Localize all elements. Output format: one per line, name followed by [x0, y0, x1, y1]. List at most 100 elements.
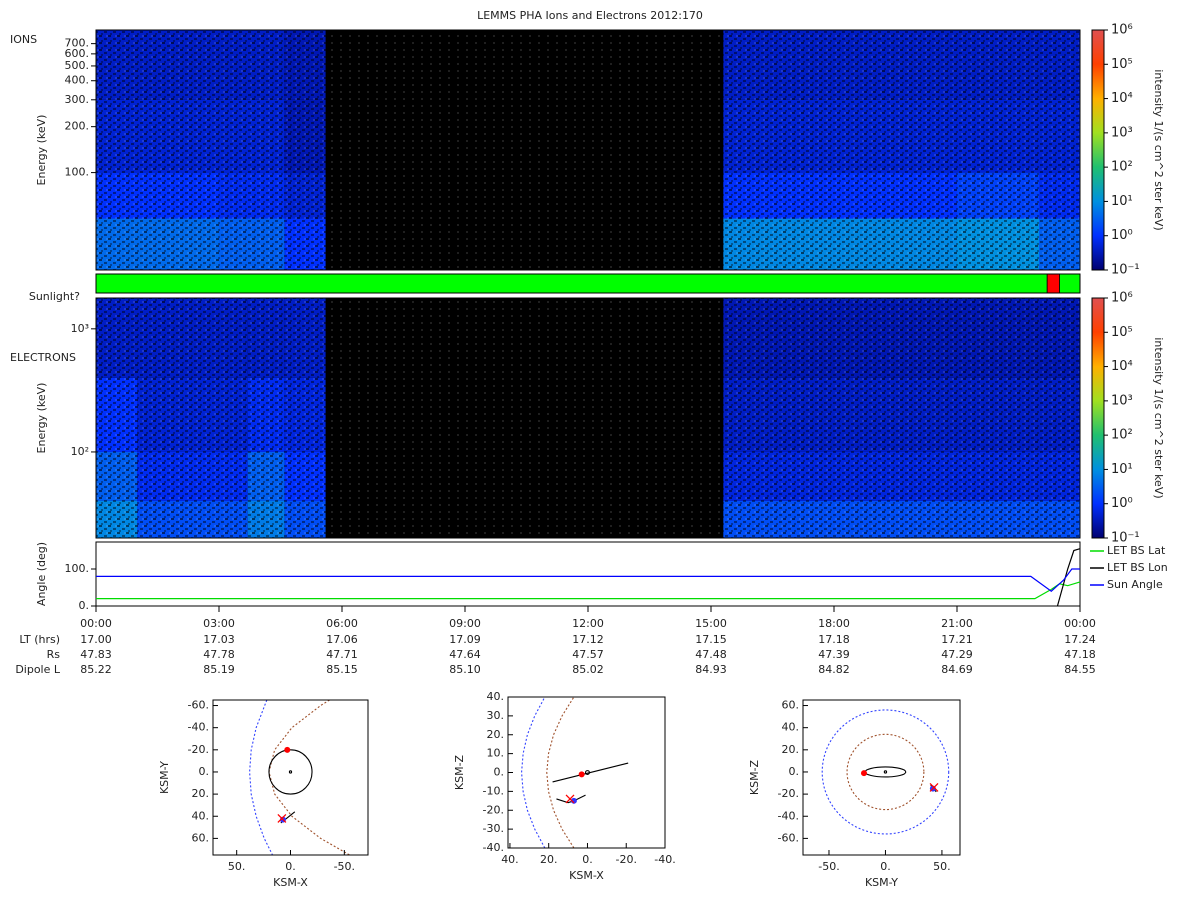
y-tick-label: -40.: [778, 809, 799, 822]
colorbar-tick-label: 10¹: [1111, 194, 1133, 209]
panel-frame: [95, 297, 1081, 539]
y-tick-label: 0.: [789, 765, 800, 778]
ellipse: [883, 770, 888, 774]
colorbar-label: intensity 1/(s cm^2 ster keV): [1152, 69, 1165, 230]
orbit-plot: [249, 700, 350, 855]
x-tick-label: -40.: [654, 853, 675, 866]
y-tick-label: 10³: [71, 322, 89, 335]
position-cross: [565, 794, 575, 804]
curve: [552, 762, 629, 783]
y-tick-label: 200.: [65, 120, 90, 133]
position-dot: [284, 746, 291, 753]
ephemeris-value: 47.48: [695, 648, 727, 661]
legend-label: LET BS Lat: [1107, 544, 1166, 557]
ellipse: [846, 733, 925, 811]
y-tick-label: 500.: [65, 59, 90, 72]
ellipse: [268, 749, 313, 795]
ephemeris-label: Dipole L: [15, 663, 61, 676]
ellipse: [864, 766, 907, 778]
y-tick-label: 10.: [487, 747, 505, 760]
x-tick-label: 0.: [582, 853, 593, 866]
ephemeris-label: LT (hrs): [19, 633, 60, 646]
legend-label: Sun Angle: [1107, 578, 1163, 591]
x-tick-label: 0.: [285, 860, 296, 873]
y-tick-label: -60.: [188, 699, 209, 712]
ephemeris-value: 84.55: [1064, 663, 1096, 676]
x-tick-label: 20.: [540, 853, 558, 866]
orbit-plot: [521, 697, 629, 848]
ephemeris-value: 17.12: [572, 633, 604, 646]
x-tick-label: 03:00: [203, 617, 235, 630]
x-tick-label: 21:00: [941, 617, 973, 630]
panel-frame: [95, 541, 1081, 607]
ephemeris-value: 85.15: [326, 663, 358, 676]
position-cross: [929, 783, 939, 792]
colorbar-tick-label: 10¹: [1111, 462, 1133, 477]
ephemeris-value: 47.64: [449, 648, 481, 661]
y-axis-label: KSM-Y: [158, 761, 171, 794]
ephemeris-value: 17.18: [818, 633, 850, 646]
position-dot: [570, 797, 577, 804]
ephemeris-value: 47.78: [203, 648, 235, 661]
colorbar-tick-label: 10⁻¹: [1111, 263, 1140, 278]
x-tick-label: -50.: [334, 860, 355, 873]
ellipse: [288, 770, 293, 774]
ephemeris-value: 84.69: [941, 663, 973, 676]
y-tick-label: 600.: [65, 47, 90, 60]
texture: [96, 298, 1080, 538]
curve: [249, 700, 274, 855]
colorbar-tick-label: 10⁶: [1111, 291, 1133, 306]
ephemeris-value: 85.19: [203, 663, 235, 676]
colorbar-tick-label: 10³: [1111, 393, 1133, 408]
series-line: [96, 568, 1080, 592]
ellipse: [821, 709, 950, 835]
y-tick-label: 30.: [487, 709, 505, 722]
curve: [556, 794, 586, 804]
x-tick-label: 12:00: [572, 617, 604, 630]
y-axis-label: Angle (deg): [35, 542, 48, 606]
y-tick-label: 20.: [192, 787, 210, 800]
chart-title: LEMMS PHA Ions and Electrons 2012:170: [477, 9, 703, 22]
ephemeris-value: 85.02: [572, 663, 604, 676]
curve: [521, 697, 546, 848]
segment: [1046, 273, 1060, 294]
ephemeris-value: 17.15: [695, 633, 727, 646]
y-axis-label: Energy (keV): [35, 115, 48, 186]
ephemeris-value: 17.00: [80, 633, 112, 646]
y-tick-label: -30.: [483, 822, 504, 835]
colorbar-tick-label: 10³: [1111, 125, 1133, 140]
y-tick-label: -20.: [483, 803, 504, 816]
colorbar-tick-label: 10⁶: [1111, 23, 1133, 38]
colorbar-tick-label: 10⁴: [1111, 91, 1133, 106]
panel-label: Sunlight?: [29, 290, 80, 303]
ephemeris-value: 17.24: [1064, 633, 1096, 646]
ephemeris-value: 47.18: [1064, 648, 1096, 661]
x-tick-label: -50.: [818, 860, 839, 873]
panel-frame: [212, 699, 369, 856]
x-axis-label: KSM-Y: [865, 876, 898, 889]
ephemeris-label: Rs: [47, 648, 61, 661]
legend-label: LET BS Lon: [1107, 561, 1168, 574]
y-tick-label: -20.: [778, 787, 799, 800]
x-tick-label: 09:00: [449, 617, 481, 630]
x-tick-label: 06:00: [326, 617, 358, 630]
ephemeris-value: 85.10: [449, 663, 481, 676]
x-tick-label: 18:00: [818, 617, 850, 630]
y-tick-label: 100.: [65, 166, 90, 179]
y-axis-label: Energy (keV): [35, 383, 48, 454]
position-dot: [860, 770, 867, 777]
colorbar: [1091, 29, 1105, 271]
segment: [1059, 273, 1081, 294]
colorbar-tick-label: 10⁻¹: [1111, 531, 1140, 546]
y-axis-label: KSM-Z: [748, 759, 761, 795]
x-tick-label: 15:00: [695, 617, 727, 630]
y-tick-label: -40.: [483, 841, 504, 854]
ephemeris-value: 47.57: [572, 648, 604, 661]
ephemeris-value: 17.03: [203, 633, 235, 646]
panel-label: ELECTRONS: [10, 351, 76, 364]
panel-frame: [507, 696, 666, 849]
y-tick-label: 10²: [71, 445, 89, 458]
panel-label: IONS: [10, 33, 37, 46]
ephemeris-value: 47.71: [326, 648, 358, 661]
